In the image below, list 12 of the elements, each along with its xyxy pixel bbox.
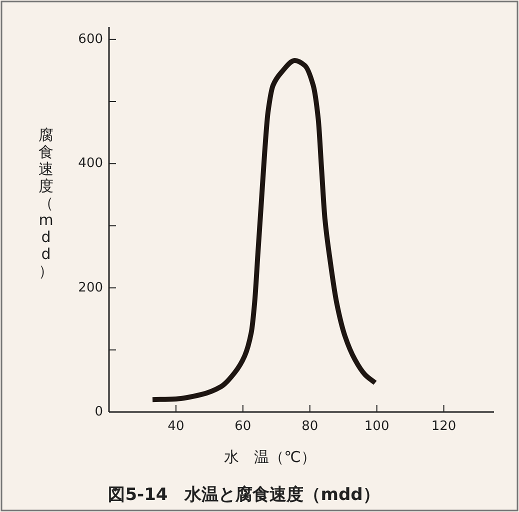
- y-tick-label: 600: [78, 32, 103, 47]
- y-tick-label: 400: [78, 156, 103, 172]
- x-tick-label: 80: [302, 419, 318, 434]
- x-tick-label: 40: [168, 419, 184, 434]
- y-tick-label: 200: [78, 280, 103, 296]
- x-tick-label: 120: [431, 419, 456, 434]
- text: 図5-14 水温と腐食速度（mdd）: [108, 485, 380, 505]
- x-tick-label: 60: [234, 419, 252, 434]
- x-axis-title: 水 温（℃）: [224, 448, 316, 466]
- x-tick-label: 100: [364, 419, 390, 434]
- text: 腐食速度（mdd）: [38, 126, 54, 280]
- y-tick-label: 0: [94, 404, 103, 420]
